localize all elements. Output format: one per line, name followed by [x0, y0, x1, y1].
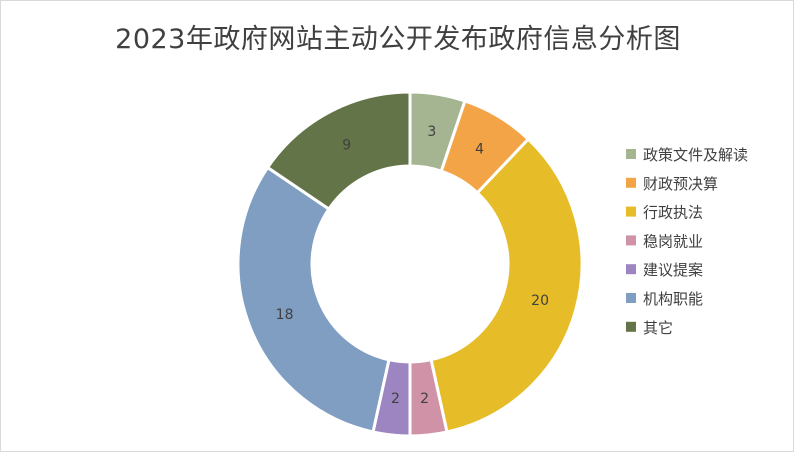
legend-label-1: 财政预决算 [643, 175, 718, 193]
slice-value-label-4: 2 [391, 391, 400, 407]
slice-value-label-1: 4 [475, 141, 484, 157]
legend-item-6: 其它 [626, 319, 673, 337]
slice-value-label-6: 9 [342, 138, 351, 154]
donut-slices [236, 90, 584, 438]
slice-6 [265, 90, 412, 212]
legend-swatch-2 [626, 206, 636, 217]
legend-item-4: 建议提案 [626, 261, 703, 279]
legend-item-0: 政策文件及解读 [626, 146, 748, 164]
legend-swatch-5 [626, 293, 636, 303]
legend-swatch-1 [626, 177, 636, 188]
legend-label-5: 机构职能 [643, 290, 703, 308]
legend-label-6: 其它 [643, 319, 673, 337]
legend-item-2: 行政执法 [626, 204, 703, 222]
slice-2 [429, 137, 584, 434]
legend-label-3: 稳岗就业 [643, 232, 703, 250]
legend-item-1: 财政预决算 [626, 175, 718, 193]
legend-swatch-4 [626, 264, 636, 275]
slice-value-label-2: 20 [531, 293, 549, 309]
legend-item-5: 机构职能 [626, 290, 703, 308]
legend-swatch-0 [626, 149, 636, 159]
slice-value-label-0: 3 [427, 124, 436, 140]
legend-swatch-6 [626, 321, 636, 332]
chart-title: 2023年政府网站主动公开发布政府信息分析图 [115, 24, 681, 55]
slice-5 [236, 165, 391, 434]
slice-value-label-3: 2 [420, 391, 429, 407]
legend-item-3: 稳岗就业 [626, 232, 703, 250]
legend-label-2: 行政执法 [643, 204, 703, 222]
slice-value-label-5: 18 [276, 307, 294, 323]
legend-swatch-3 [626, 235, 636, 246]
legend-label-0: 政策文件及解读 [643, 146, 748, 164]
legend-label-4: 建议提案 [643, 261, 703, 279]
slice-labels: 3 4 20 2 2 18 9 [276, 124, 549, 407]
